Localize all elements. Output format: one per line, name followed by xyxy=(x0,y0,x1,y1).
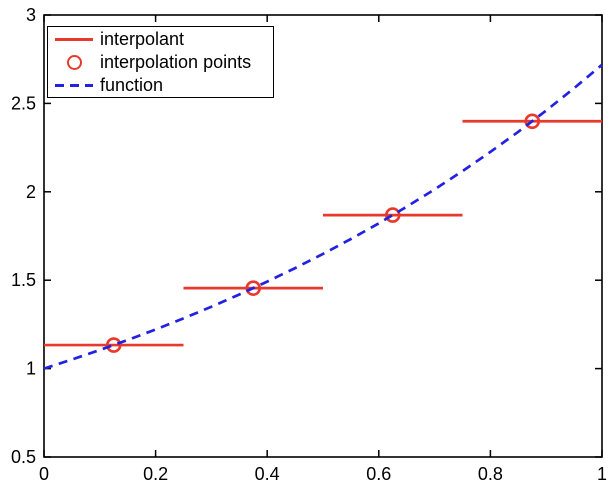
legend-label-function: function xyxy=(100,75,164,95)
y-tick-label: 0.5 xyxy=(11,447,36,467)
legend-swatch-area xyxy=(48,83,100,87)
legend-swatch-area xyxy=(48,54,100,70)
interpolation-point-marker xyxy=(524,113,541,130)
legend-entry-interpolation-points: interpolation points xyxy=(48,51,273,74)
legend: interpolant interpolation points functio… xyxy=(47,26,274,98)
legend-line-swatch xyxy=(55,37,93,41)
axes-box xyxy=(43,14,603,458)
y-tick-label: 1 xyxy=(26,359,36,379)
function-curve xyxy=(43,63,603,370)
x-tick-label: 0 xyxy=(39,464,49,484)
y-tick-label: 2.5 xyxy=(11,93,36,113)
x-tick-label: 0.2 xyxy=(143,464,168,484)
legend-swatch-area xyxy=(48,37,100,41)
legend-label-interpolation-points: interpolation points xyxy=(100,52,252,72)
y-tick-label: 2 xyxy=(26,182,36,202)
legend-entry-function: function xyxy=(48,74,273,97)
legend-dash-swatch xyxy=(55,83,93,87)
x-tick-label: 1 xyxy=(597,464,607,484)
legend-circle-swatch xyxy=(66,54,82,70)
legend-label-interpolant: interpolant xyxy=(100,29,185,49)
interpolation-point-marker xyxy=(384,207,401,223)
interpolation-point-marker xyxy=(245,280,262,296)
x-tick-label: 0.6 xyxy=(366,464,391,484)
y-tick-label: 1.5 xyxy=(11,270,36,290)
x-tick-label: 0.4 xyxy=(255,464,280,484)
interpolation-point-marker xyxy=(105,337,122,353)
legend-entry-interpolant: interpolant xyxy=(48,28,273,51)
y-tick-label: 3 xyxy=(26,5,36,25)
x-tick-label: 0.8 xyxy=(478,464,503,484)
